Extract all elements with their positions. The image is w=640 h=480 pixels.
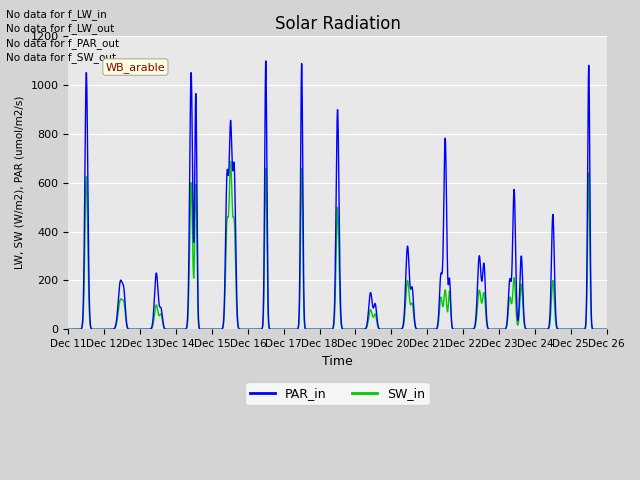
Title: Solar Radiation: Solar Radiation	[275, 15, 401, 33]
Text: No data for f_SW_out: No data for f_SW_out	[6, 52, 116, 63]
Text: No data for f_PAR_out: No data for f_PAR_out	[6, 37, 120, 48]
Y-axis label: LW, SW (W/m2), PAR (umol/m2/s): LW, SW (W/m2), PAR (umol/m2/s)	[15, 96, 25, 269]
X-axis label: Time: Time	[322, 355, 353, 368]
Text: WB_arable: WB_arable	[106, 61, 165, 72]
Text: No data for f_LW_out: No data for f_LW_out	[6, 23, 115, 34]
Legend: PAR_in, SW_in: PAR_in, SW_in	[245, 382, 430, 405]
Text: No data for f_LW_in: No data for f_LW_in	[6, 9, 107, 20]
